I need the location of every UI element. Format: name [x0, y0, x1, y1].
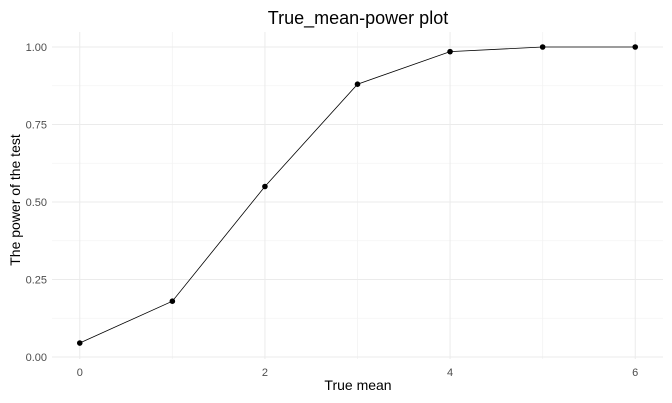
data-point	[539, 44, 546, 50]
data-point	[169, 298, 176, 305]
y-tick-label: 0.75	[26, 120, 47, 132]
y-tick-label: 0.00	[26, 352, 47, 364]
chart-title: True_mean-power plot	[268, 8, 448, 29]
data-point	[447, 48, 453, 55]
grid	[52, 32, 663, 359]
y-tick-label: 0.50	[26, 197, 47, 209]
x-axis-tick-labels: 0 2 4 6	[77, 367, 639, 379]
data-point	[354, 81, 361, 87]
y-axis-title: The power of the test	[7, 134, 23, 266]
y-axis-tick-labels: 0.00 0.25 0.50 0.75 1.00	[26, 42, 47, 364]
x-tick-label: 4	[447, 367, 453, 379]
data-points	[76, 44, 639, 346]
x-axis-title: True mean	[324, 377, 391, 393]
y-tick-label: 0.25	[26, 275, 47, 287]
data-point	[262, 183, 268, 190]
x-tick-label: 0	[77, 367, 83, 379]
data-point	[76, 340, 83, 346]
data-point	[632, 44, 639, 50]
x-tick-label: 6	[632, 367, 638, 379]
x-tick-label: 2	[262, 367, 268, 379]
y-tick-label: 1.00	[26, 42, 47, 54]
